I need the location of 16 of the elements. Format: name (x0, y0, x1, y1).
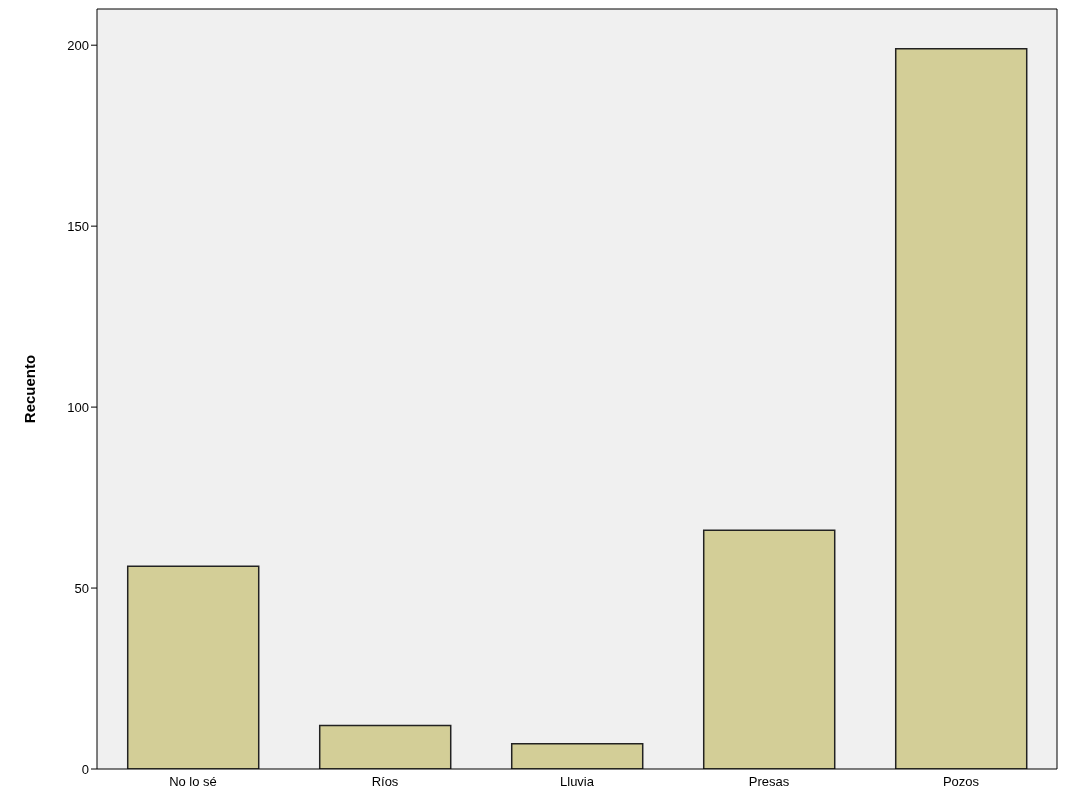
x-tick-label: No lo sé (169, 774, 217, 790)
bar (510, 742, 644, 769)
y-axis-title: Recuento (21, 354, 39, 424)
x-tick-label: Lluvia (560, 774, 595, 790)
bar (894, 48, 1028, 769)
x-tick-label: Ríos (371, 774, 399, 790)
bar (126, 565, 260, 769)
x-tick-label: Presas (748, 774, 790, 790)
x-tick-label: Pozos (942, 774, 980, 790)
y-tick-label: 100 (67, 399, 89, 415)
bar (318, 724, 452, 769)
y-tick-label: 50 (74, 580, 89, 596)
y-tick-label: 200 (67, 37, 89, 53)
y-tick-label: 0 (81, 761, 89, 777)
y-tick-label: 150 (67, 218, 89, 234)
bar (702, 529, 836, 769)
